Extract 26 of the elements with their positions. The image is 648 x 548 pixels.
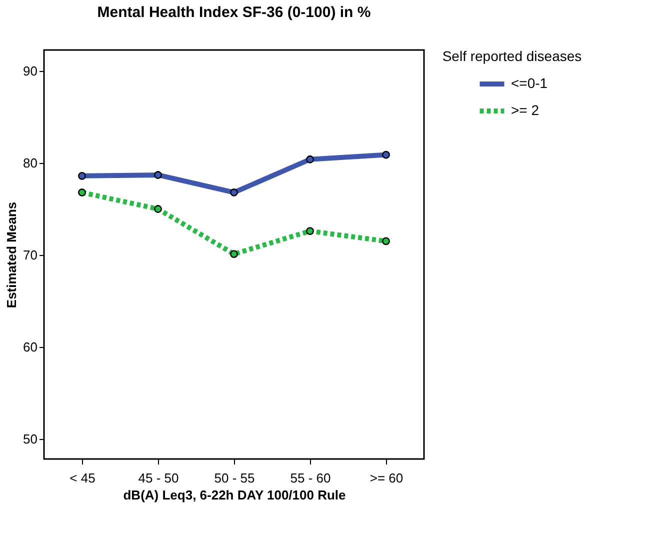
chart-title: Mental Health Index SF-36 (0-100) in % <box>97 4 371 21</box>
y-tick-label: 90 <box>23 64 38 79</box>
x-tick-label: >= 60 <box>370 470 404 486</box>
x-tick-label: 45 - 50 <box>138 470 179 486</box>
legend-label: >= 2 <box>511 102 540 118</box>
point <box>230 188 238 196</box>
point <box>154 171 162 179</box>
point <box>154 205 162 213</box>
point <box>306 155 314 164</box>
x-tick-label: < 45 <box>70 470 96 486</box>
point <box>382 150 390 159</box>
point <box>382 237 390 246</box>
legend-title: Self reported diseases <box>442 48 582 64</box>
x-tick-label: 50 - 55 <box>214 470 255 486</box>
point <box>306 227 314 236</box>
y-tick-label: 50 <box>23 431 38 446</box>
point <box>78 188 86 196</box>
x-tick-label: 55 - 60 <box>290 470 331 486</box>
y-axis-title: Estimated Means <box>4 202 20 308</box>
point <box>230 250 238 258</box>
y-tick-label: 70 <box>23 247 38 262</box>
y-tick-label: 80 <box>23 156 38 171</box>
x-axis-title: dB(A) Leq3, 6-22h DAY 100/100 Rule <box>123 488 346 502</box>
y-tick-label: 60 <box>23 339 38 354</box>
legend-label: <=0-1 <box>511 75 548 91</box>
point <box>78 172 86 180</box>
